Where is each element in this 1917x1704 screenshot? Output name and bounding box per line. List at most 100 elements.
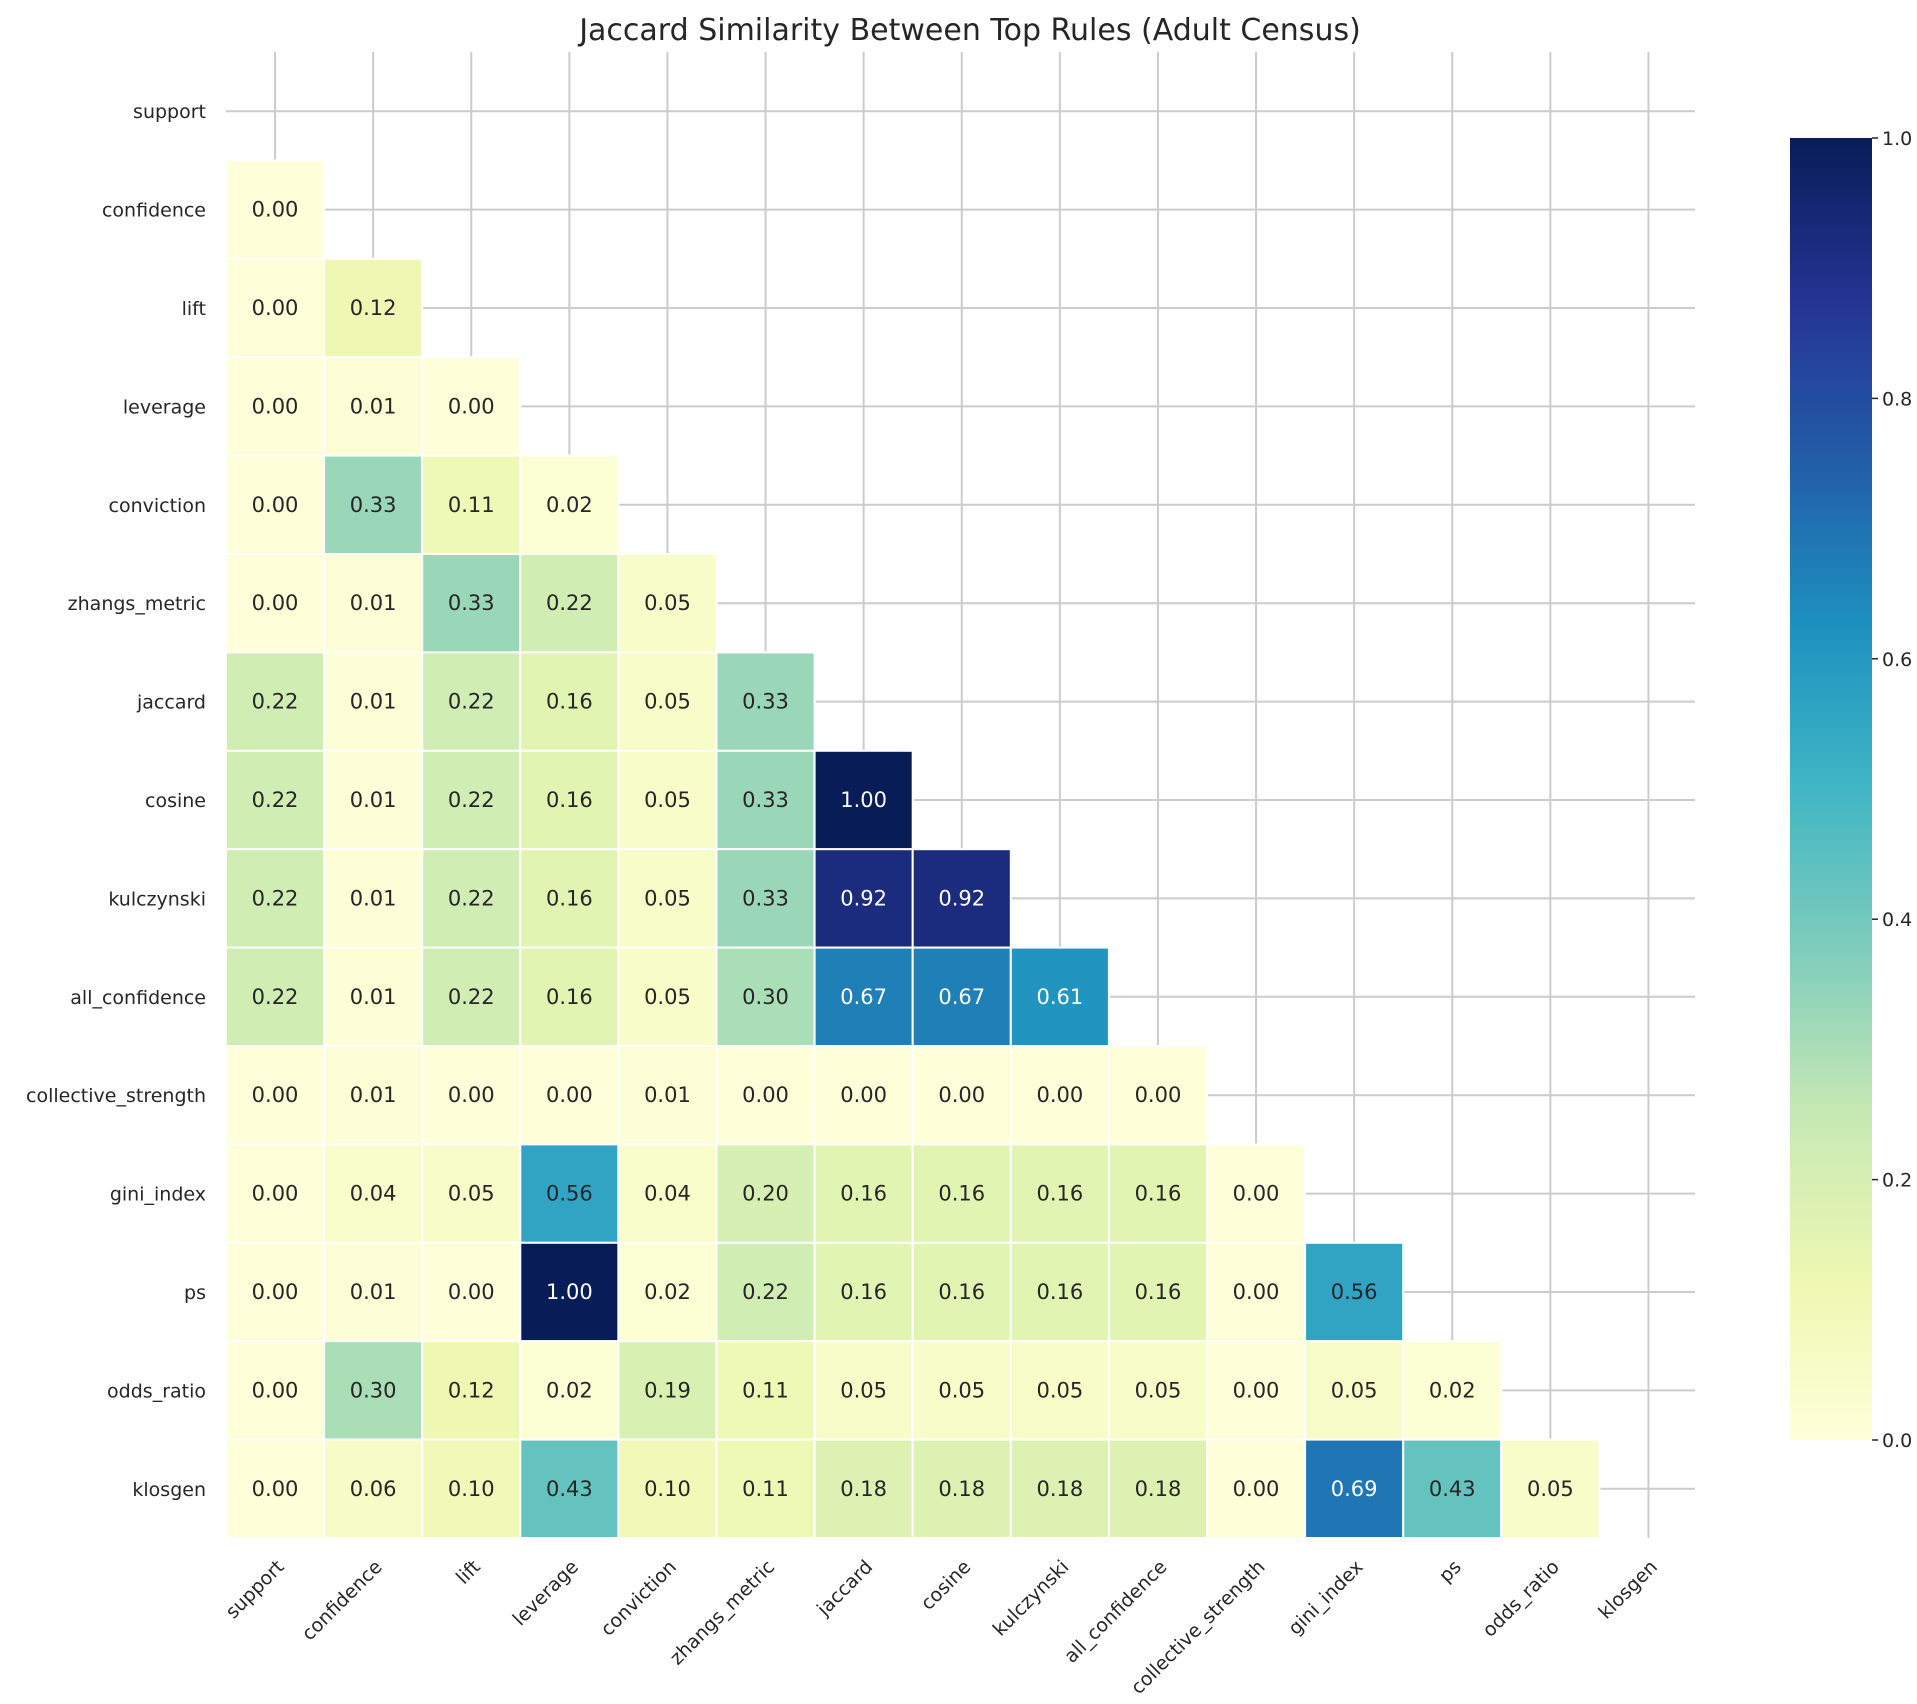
- cell-value-label: 0.00: [1233, 1378, 1280, 1402]
- cell-value-label: 0.33: [742, 886, 789, 910]
- cell-value-label: 0.30: [742, 985, 789, 1009]
- cell-value-label: 0.05: [644, 591, 691, 615]
- cell-value-label: 0.00: [252, 1378, 299, 1402]
- cell-value-label: 0.04: [350, 1182, 397, 1206]
- cell-value-label: 0.05: [644, 985, 691, 1009]
- heatmap-cell: [813, 1045, 914, 1146]
- cell-value-label: 0.30: [350, 1378, 397, 1402]
- heatmap-cell: [1009, 946, 1110, 1047]
- cell-value-label: 0.01: [350, 394, 397, 418]
- heatmap-cell: [323, 553, 424, 654]
- cell-value-label: 0.33: [742, 788, 789, 812]
- x-tick-label: all_confidence: [1060, 1556, 1172, 1668]
- heatmap-cell: [225, 1438, 326, 1539]
- heatmap-cell: [421, 1241, 522, 1343]
- cell-value-label: 0.16: [1135, 1182, 1182, 1206]
- heatmap-cell: [813, 848, 914, 949]
- cell-value-label: 0.05: [644, 690, 691, 714]
- cell-value-label: 0.22: [448, 690, 495, 714]
- heatmap-cell: [519, 1241, 620, 1343]
- y-tick-label: collective_strength: [26, 1085, 206, 1107]
- x-tick-label: lift: [452, 1556, 485, 1589]
- heatmap-cell: [225, 1143, 326, 1244]
- cell-value-label: 0.00: [252, 591, 299, 615]
- heatmap-cell: [813, 946, 914, 1047]
- y-tick-label: ps: [184, 1282, 206, 1304]
- cell-value-label: 0.00: [448, 394, 495, 418]
- cell-value-label: 0.67: [938, 985, 985, 1009]
- y-tick-label: jaccard: [136, 692, 206, 714]
- heatmap-cell: [1500, 1438, 1601, 1539]
- cell-value-label: 0.01: [350, 690, 397, 714]
- cell-value-label: 0.04: [644, 1182, 691, 1206]
- cell-value-label: 0.16: [938, 1182, 985, 1206]
- cell-value-label: 0.01: [350, 788, 397, 812]
- heatmap-cell: [911, 1438, 1012, 1539]
- y-tick-label: lift: [182, 298, 206, 320]
- cell-value-label: 0.22: [546, 591, 593, 615]
- cell-value-label: 0.05: [1527, 1477, 1574, 1501]
- y-tick-label: conviction: [109, 495, 206, 517]
- cell-value-label: 0.00: [252, 198, 299, 222]
- heatmap-cell: [519, 1340, 620, 1441]
- heatmap-cell: [225, 1340, 326, 1441]
- cell-value-label: 0.11: [742, 1378, 789, 1402]
- cell-value-label: 0.12: [350, 296, 397, 320]
- heatmap-cell: [813, 1143, 914, 1244]
- heatmap-cell: [715, 1438, 816, 1539]
- chart-title: Jaccard Similarity Between Top Rules (Ad…: [577, 13, 1361, 48]
- cell-value-label: 0.12: [448, 1378, 495, 1402]
- cell-value-label: 0.16: [1036, 1182, 1083, 1206]
- cell-value-label: 0.56: [546, 1182, 593, 1206]
- cell-value-label: 0.33: [350, 493, 397, 517]
- cell-value-label: 0.05: [644, 788, 691, 812]
- cell-value-label: 0.18: [1036, 1477, 1083, 1501]
- cell-value-label: 0.00: [448, 1083, 495, 1107]
- cell-value-label: 0.05: [938, 1378, 985, 1402]
- y-tick-label: support: [133, 101, 206, 123]
- heatmap-cell: [1107, 1438, 1209, 1539]
- cell-value-label: 0.05: [1036, 1378, 1083, 1402]
- cell-value-label: 0.00: [546, 1083, 593, 1107]
- heatmap-cell: [715, 651, 816, 752]
- cell-value-label: 0.16: [546, 690, 593, 714]
- cell-value-label: 0.69: [1331, 1477, 1378, 1501]
- cell-value-label: 0.01: [644, 1083, 691, 1107]
- heatmap-cell: [519, 749, 620, 851]
- cell-value-label: 0.20: [742, 1182, 789, 1206]
- heatmap-cell: [421, 1438, 522, 1539]
- cell-value-label: 0.16: [938, 1280, 985, 1304]
- cell-value-label: 0.01: [350, 591, 397, 615]
- cell-value-label: 0.92: [840, 886, 887, 910]
- x-tick-label: kulczynski: [989, 1556, 1074, 1641]
- x-tick-label: support: [221, 1556, 288, 1623]
- cell-value-label: 0.43: [1429, 1477, 1476, 1501]
- colorbar-tick-label: 0.8: [1882, 388, 1912, 410]
- cell-value-label: 0.00: [448, 1280, 495, 1304]
- heatmap-cell: [715, 946, 816, 1047]
- x-tick-label: zhangs_metric: [666, 1556, 779, 1669]
- heatmap-cell: [519, 651, 620, 752]
- colorbar: 0.0 0.2 0.4 0.6 0.8 1.0: [1790, 128, 1912, 1452]
- cell-value-label: 0.01: [350, 1280, 397, 1304]
- heatmap-cell: [1206, 1241, 1307, 1343]
- heatmap-cell: [1009, 1045, 1110, 1146]
- heatmap-cell: [813, 1438, 914, 1539]
- cell-value-label: 0.33: [448, 591, 495, 615]
- y-tick-label: zhangs_metric: [68, 593, 206, 615]
- heatmap-cell: [1304, 1438, 1405, 1539]
- cell-value-label: 0.02: [546, 1378, 593, 1402]
- y-tick-label: all_confidence: [70, 987, 206, 1009]
- cell-value-label: 0.22: [252, 985, 299, 1009]
- heatmap-cell: [1206, 1340, 1307, 1441]
- cell-value-label: 0.22: [448, 886, 495, 910]
- cell-value-label: 0.61: [1036, 985, 1083, 1009]
- heatmap-cell: [225, 159, 326, 260]
- cell-value-label: 0.43: [546, 1477, 593, 1501]
- colorbar-tick-label: 0.6: [1882, 649, 1912, 671]
- cell-value-label: 0.16: [840, 1280, 887, 1304]
- heatmap-cell: [421, 651, 522, 752]
- heatmap-cell: [911, 1143, 1012, 1244]
- heatmap-cell: [715, 1241, 816, 1343]
